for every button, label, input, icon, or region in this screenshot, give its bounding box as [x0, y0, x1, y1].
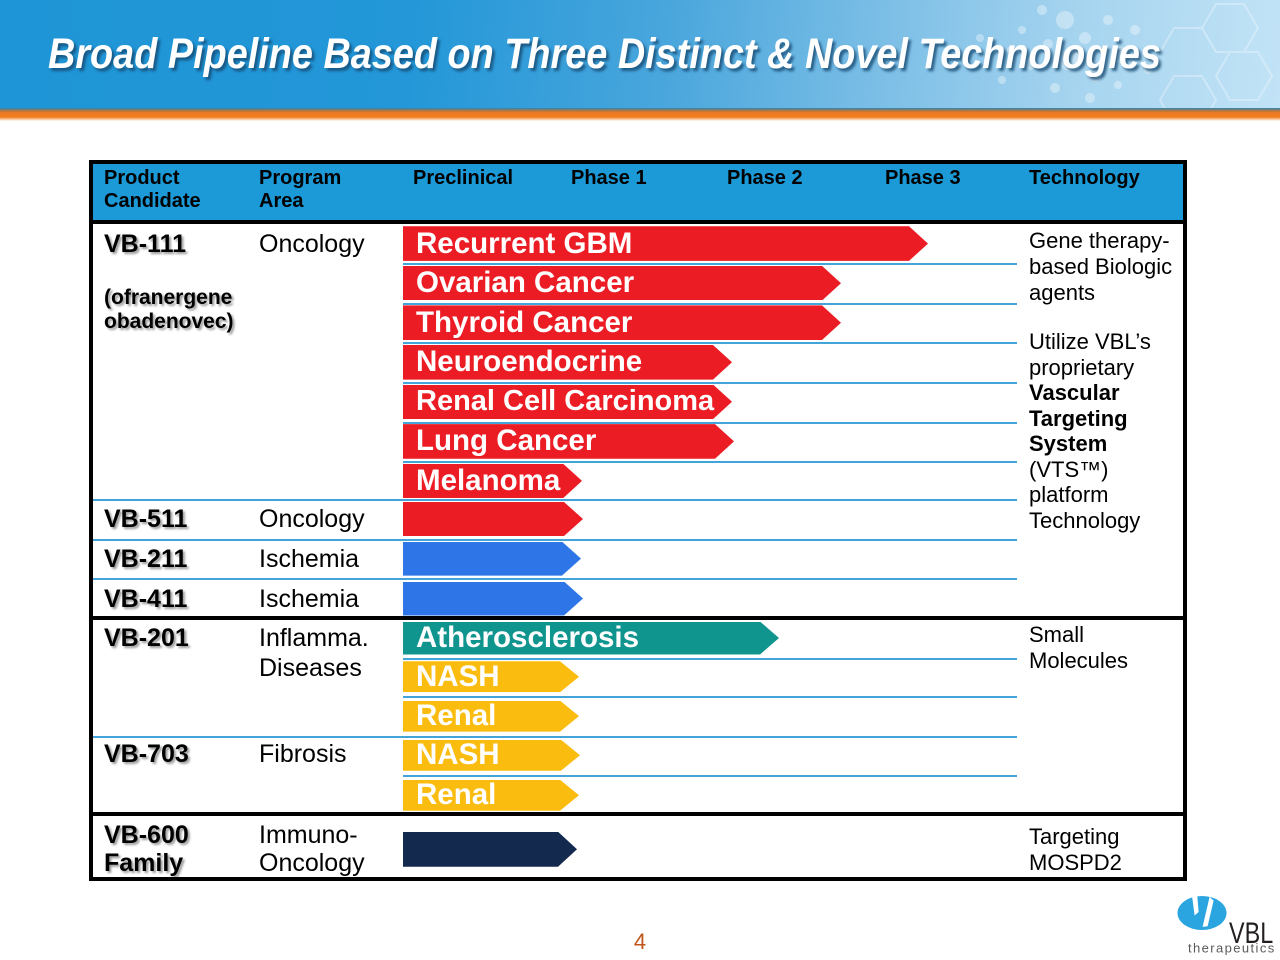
svg-text:VBL: VBL [1229, 916, 1273, 949]
svg-text:therapeutics: therapeutics [1188, 941, 1276, 956]
